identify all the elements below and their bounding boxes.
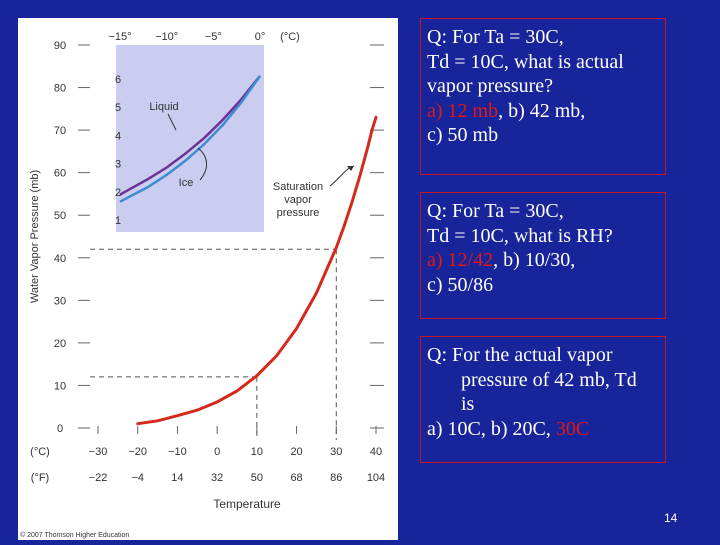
- q3-line: Q: For the actual vapor: [427, 344, 613, 366]
- annotation-line: vapor: [284, 194, 312, 206]
- annotation-arrowhead: [347, 166, 354, 171]
- annotation-line: Saturation: [273, 181, 323, 193]
- inset-ice-curve: [119, 75, 262, 203]
- annotation-line: pressure: [277, 207, 320, 219]
- x-tick-label-f: 68: [290, 472, 302, 484]
- inset-liquid-label: Liquid: [149, 101, 178, 113]
- x-tick-label-f: 14: [171, 472, 183, 484]
- q3-answers: a) 10C, b) 20C, 30C: [427, 417, 659, 442]
- y-tick-label: 70: [54, 125, 66, 137]
- x-tick-label-f: 32: [211, 472, 223, 484]
- y-tick-label: 50: [54, 210, 66, 222]
- x-tick-label-c: −10: [168, 446, 187, 458]
- y-tick-label: 20: [54, 338, 66, 350]
- x-tick-label-c: 0: [214, 446, 220, 458]
- ice-pointer: [197, 147, 207, 181]
- inset-x-tick-label: 0°: [255, 31, 266, 43]
- y-tick-label: 60: [54, 168, 66, 180]
- question-box-3: Q: For the actual vapor pressure of 42 m…: [420, 336, 666, 463]
- inset-y-tick-label: 3: [115, 159, 121, 171]
- y-tick-label: 90: [54, 40, 66, 52]
- x-tick-label-f: 50: [251, 472, 263, 484]
- y-tick-label: 40: [54, 253, 66, 265]
- liquid-pointer: [167, 113, 177, 131]
- x-tick-label-c: −20: [128, 446, 147, 458]
- x-tick-label-c: 10: [251, 446, 263, 458]
- x-tick-label-c: 30: [330, 446, 342, 458]
- question-box-1: Q: For Ta = 30C, Td = 10C, what is actua…: [420, 18, 666, 175]
- q1-correct-answer: a) 12 mb: [427, 99, 499, 122]
- q3-correct-answer: 30C: [555, 417, 590, 440]
- y-tick-label: 10: [54, 380, 66, 392]
- q2-line: Q: For Ta = 30C,: [427, 200, 564, 222]
- q2-line: c) 50/86: [427, 273, 494, 296]
- x-tick-label-f: 86: [330, 472, 342, 484]
- inset-y-tick-label: 5: [115, 102, 121, 114]
- inset-y-tick-label: 6: [115, 74, 121, 86]
- x-tick-label-c: 20: [290, 446, 302, 458]
- inset-y-tick-label: 1: [115, 215, 121, 227]
- inset-y-tick-label: 4: [115, 130, 121, 142]
- q3-line: pressure of 42 mb, Td: [461, 368, 637, 391]
- inset-x-tick-label: −10°: [155, 31, 178, 43]
- y-tick-label: 80: [54, 83, 66, 95]
- x-tick-label-c: 40: [370, 446, 382, 458]
- q2-correct-answer: a) 12/42: [427, 249, 494, 271]
- inset-liquid-curve: [119, 75, 261, 196]
- inset-y-tick-label: 2: [115, 187, 121, 199]
- q1-line: Td = 10C, what is actual: [427, 50, 624, 73]
- y-tick-label: 30: [54, 295, 66, 307]
- inset-x-tick-label: −15°: [108, 31, 131, 43]
- q1-answers: a) 12 mb, b) 42 mb,: [427, 99, 659, 124]
- page-number: 14: [664, 511, 678, 525]
- vapor-pressure-figure: 0 10 20 30 40 50 60 70 80 90 Water Vapor Pressure …: [18, 18, 398, 540]
- x-axis-label: Temperature: [213, 497, 281, 511]
- x-units-c: (°C): [30, 446, 50, 458]
- q2-line: Td = 10C, what is RH?: [427, 224, 613, 247]
- inset-ice-label: Ice: [179, 177, 194, 189]
- x-tick-label-f: 104: [367, 472, 385, 484]
- x-tick-label-c: −30: [89, 446, 108, 458]
- saturation-annotation: Saturation vapor pressure: [273, 181, 323, 219]
- q3-line: is: [461, 393, 475, 415]
- inset-background: [116, 45, 264, 232]
- x-tick-label-f: −4: [131, 472, 144, 484]
- copyright-text: © 2007 Thomson Higher Education: [20, 531, 129, 539]
- q2-answers: a) 12/42, b) 10/30,: [427, 248, 659, 273]
- question-box-2: Q: For Ta = 30C, Td = 10C, what is RH? a…: [420, 192, 666, 319]
- y-axis-label: Water Vapor Pressure (mb): [29, 170, 41, 303]
- saturation-curve: [136, 115, 378, 426]
- x-tick-label-f: −22: [89, 472, 108, 484]
- q1-line: vapor pressure?: [427, 75, 554, 97]
- x-units-f: (°F): [31, 472, 49, 484]
- inset-x-tick-label: −5°: [205, 31, 222, 43]
- q2-other-answers: , b) 10/30,: [493, 249, 576, 271]
- y-tick-label: 0: [57, 423, 63, 435]
- q3-other-answers: a) 10C, b) 20C,: [427, 417, 556, 440]
- q1-line: c) 50 mb: [427, 124, 499, 146]
- q1-other-answers: , b) 42 mb,: [498, 99, 586, 122]
- q1-line: Q: For Ta = 30C,: [427, 26, 564, 48]
- inset-x-units: (°C): [280, 31, 300, 43]
